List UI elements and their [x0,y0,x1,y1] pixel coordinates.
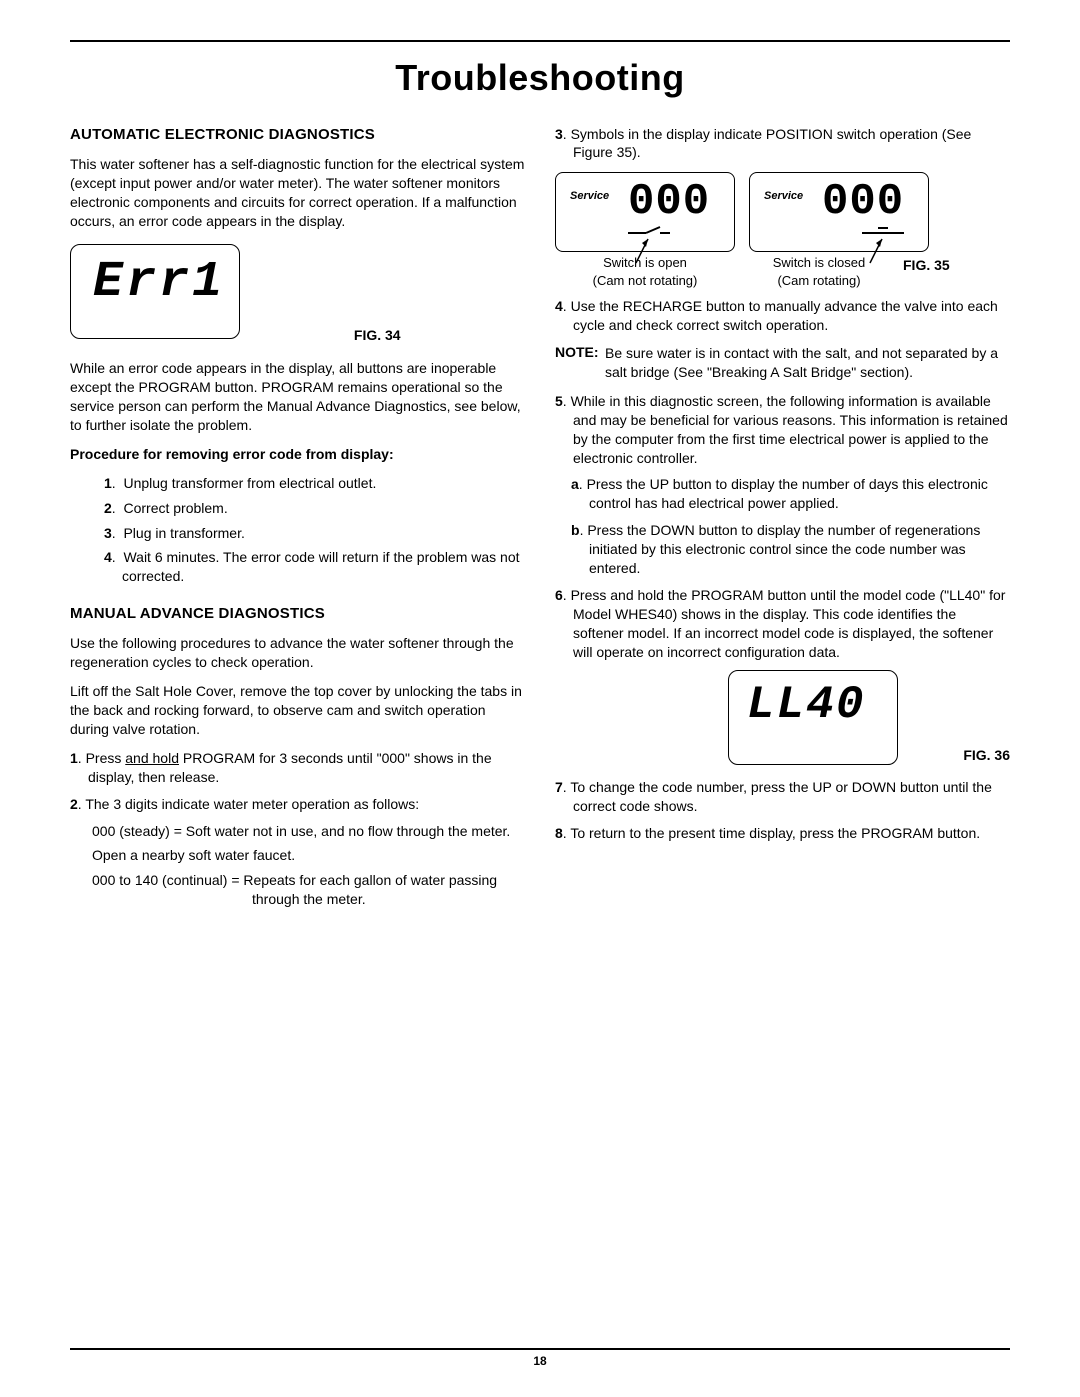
text: Press the UP button to display the numbe… [587,476,988,511]
text: To change the code number, press the UP … [570,779,992,814]
seg-000-icon: 000 [822,175,922,225]
list-item: 5. While in this diagnostic screen, the … [555,392,1010,468]
step-text: Plug in transformer. [123,525,244,541]
text: Press and hold the PROGRAM button until … [571,587,1006,660]
seg-err1-icon: Err1 [71,245,241,340]
note-text: Be sure water is in contact with the sal… [605,344,1010,382]
note: NOTE: Be sure water is in contact with t… [555,343,1010,382]
lcd-open: Service 000 [555,172,735,252]
step-text: Wait 6 minutes. The error code will retu… [122,549,520,584]
lcd-frame-err1: Err1 [70,244,240,339]
step-text: Unplug transformer from electrical outle… [123,475,376,491]
svg-text:Err1: Err1 [93,254,225,311]
list-item: 3. Symbols in the display indicate POSIT… [555,125,1010,163]
meter-reading-continual: 000 to 140 (continual) = Repeats for eac… [92,871,525,909]
note-label: NOTE: [555,344,599,360]
list-item: 8. To return to the present time display… [555,824,1010,843]
list-item: 7. To change the code number, press the … [555,778,1010,816]
text: The 3 digits indicate water meter operat… [85,796,419,812]
text: (Cam not rotating) [555,272,735,290]
list-item: 4. Wait 6 minutes. The error code will r… [104,548,525,586]
left-column: AUTOMATIC ELECTRONIC DIAGNOSTICS This wa… [70,125,525,916]
step-text: Correct problem. [123,500,227,516]
text: To return to the present time display, p… [570,825,980,841]
svg-text:000: 000 [628,177,710,225]
auto-diag-intro: This water softener has a self-diagnosti… [70,155,525,231]
text: Symbols in the display indicate POSITION… [571,126,972,161]
heading-auto-diag: AUTOMATIC ELECTRONIC DIAGNOSTICS [70,125,525,145]
fig-34-label: FIG. 34 [354,326,401,345]
content-columns: AUTOMATIC ELECTRONIC DIAGNOSTICS This wa… [70,125,1010,916]
text: Use the RECHARGE button to manually adva… [571,298,998,333]
svg-text:000: 000 [822,177,904,225]
manual-diag-cover: Lift off the Salt Hole Cover, remove the… [70,682,525,739]
list-item: a. Press the UP button to display the nu… [571,475,1010,513]
pointer-arrow-icon [634,235,654,265]
procedure-list: 1. Unplug transformer from electrical ou… [104,474,525,586]
error-code-desc: While an error code appears in the displ… [70,359,525,435]
list-item: 2. Correct problem. [104,499,525,518]
list-item: 1. Unplug transformer from electrical ou… [104,474,525,493]
fig-36: LL40 FIG. 36 [555,670,1010,771]
list-item: 6. Press and hold the PROGRAM button unt… [555,586,1010,662]
list-item: 1. Press and hold PROGRAM for 3 seconds … [70,749,525,787]
text: Press [86,750,126,766]
lcd-closed: Service 000 [749,172,929,252]
list-item: b. Press the DOWN button to display the … [571,521,1010,578]
fig-35: Service 000 Service [555,172,1010,289]
meter-reading-steady: 000 (steady) = Soft water not in use, an… [92,822,525,841]
text: To change the code number, press the UP … [570,779,992,814]
pointer-arrow-icon [868,235,888,265]
manual-diag-intro: Use the following procedures to advance … [70,634,525,672]
top-rule [70,40,1010,42]
page-title: Troubleshooting [70,54,1010,103]
lcd-ll40: LL40 [728,670,898,765]
text: Press the DOWN button to display the num… [587,522,980,576]
heading-manual-diag: MANUAL ADVANCE DIAGNOSTICS [70,604,525,624]
right-column: 3. Symbols in the display indicate POSIT… [555,125,1010,916]
list-item: 4. Use the RECHARGE button to manually a… [555,297,1010,335]
procedure-heading: Procedure for removing error code from d… [70,445,525,464]
fig-34: Err1 FIG. 34 [70,244,525,345]
page-footer: 18 [70,1348,1010,1369]
text: While in this diagnostic screen, the fol… [571,393,1008,466]
service-label: Service [570,189,609,204]
svg-text:LL40: LL40 [747,679,865,731]
list-item: 2. The 3 digits indicate water meter ope… [70,795,525,814]
underline-text: and hold [125,750,179,766]
fig-36-label: FIG. 36 [963,746,1010,765]
seg-000-icon: 000 [628,175,728,225]
seg-ll40-icon: LL40 [729,671,899,766]
service-label: Service [764,189,803,204]
text: (Cam rotating) [749,272,889,290]
page-number: 18 [533,1354,546,1368]
list-item: 3. Plug in transformer. [104,524,525,543]
meter-open-faucet: Open a nearby soft water faucet. [92,846,525,865]
fig-35-label: FIG. 35 [903,256,950,275]
